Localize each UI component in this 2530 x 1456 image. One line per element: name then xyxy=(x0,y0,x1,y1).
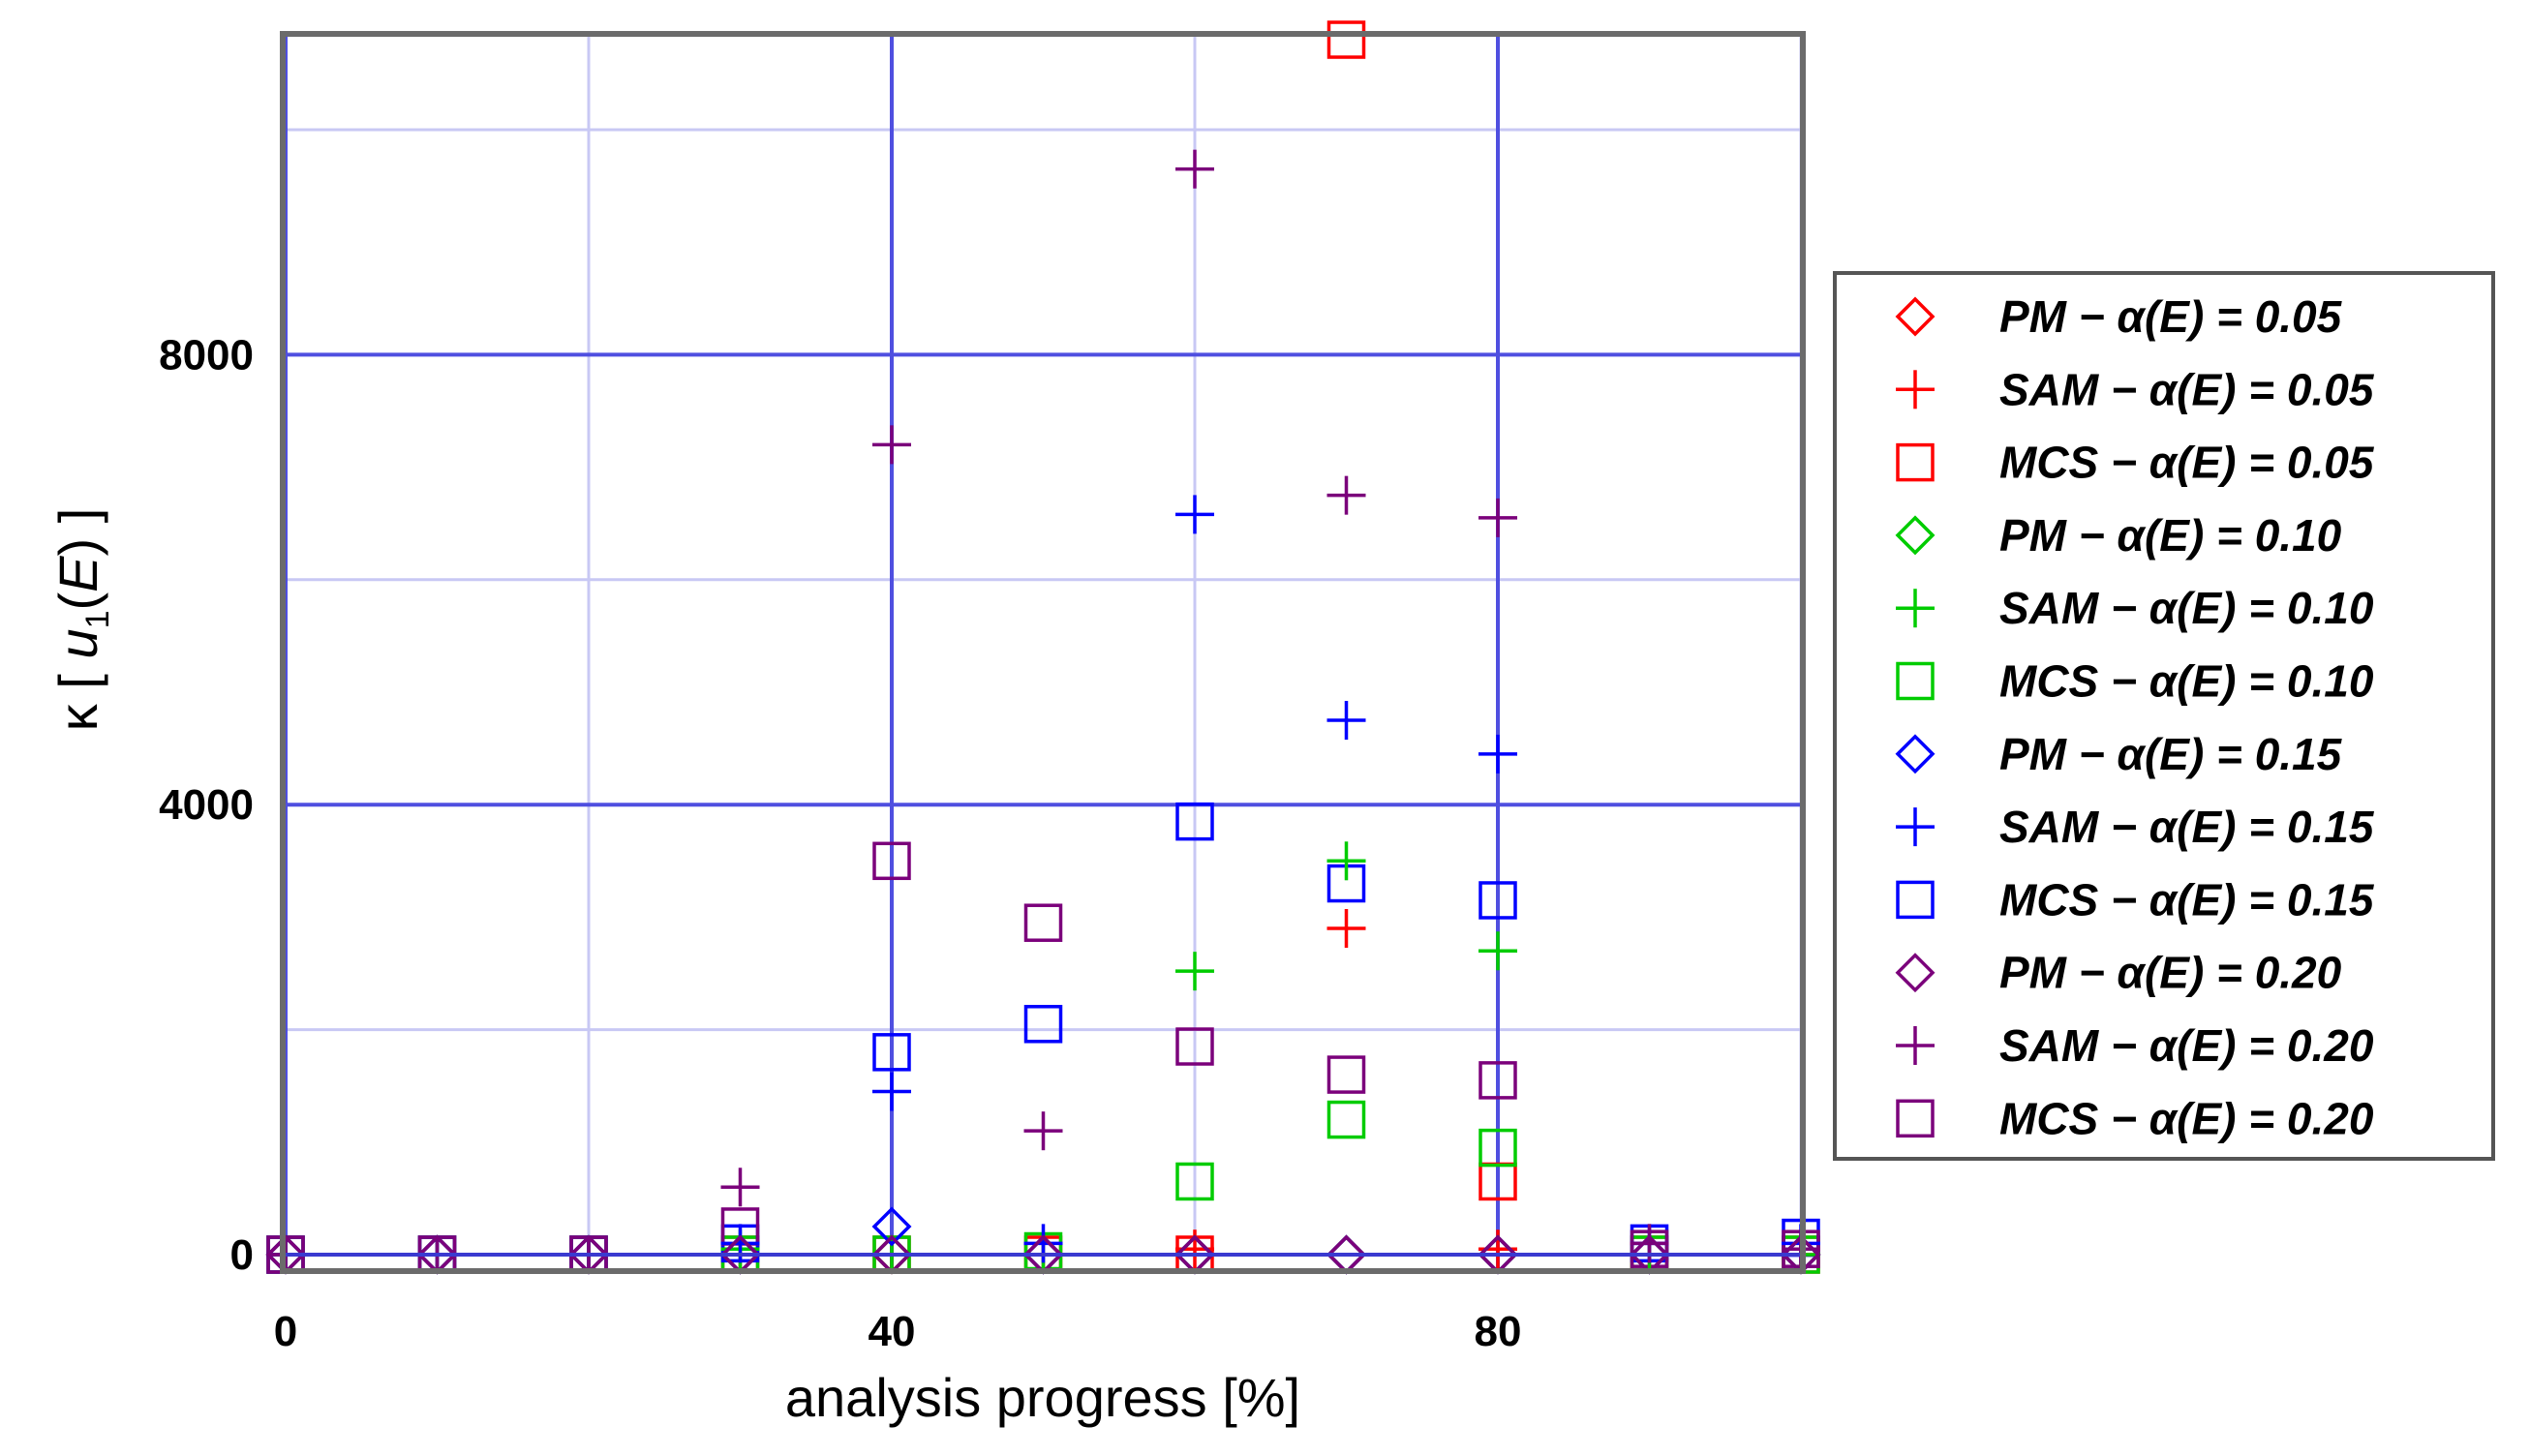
data-point-plus xyxy=(1478,734,1517,774)
legend-marker-diamond xyxy=(1895,734,1936,774)
legend-marker-square xyxy=(1896,442,1935,482)
legend-entry-label: MCS − α(E) = 0.20 xyxy=(1999,1093,2374,1143)
data-point-plus xyxy=(1326,475,1366,515)
legend-marker-square xyxy=(1896,880,1935,920)
legend-entry-label: SAM − α(E) = 0.15 xyxy=(1999,802,2375,852)
legend-marker-square xyxy=(1896,1099,1935,1138)
y-axis-label: κ [ u1(E) ] xyxy=(47,508,116,732)
data-point-plus xyxy=(872,1072,911,1111)
legend-box xyxy=(1833,271,2495,1161)
data-point-plus xyxy=(1478,931,1517,971)
data-point-plus xyxy=(1326,909,1366,949)
y-axis-label-argument: E xyxy=(47,556,108,592)
y-tick-label: 8000 xyxy=(159,331,254,379)
data-point-diamond xyxy=(871,1206,912,1247)
legend-marker-plus xyxy=(1896,370,1935,410)
data-point-plus xyxy=(1175,149,1214,189)
data-point-square xyxy=(1326,1100,1366,1139)
legend-entry-label: MCS − α(E) = 0.05 xyxy=(1999,438,2375,488)
legend-marker-plus xyxy=(1896,589,1935,628)
legend-marker-diamond xyxy=(1895,296,1936,337)
data-point-square xyxy=(1478,1128,1517,1168)
axes: 0 40 80 0 4000 8000 xyxy=(159,31,1806,1355)
data-point-square xyxy=(1326,1055,1366,1094)
data-point-square xyxy=(1175,1027,1214,1066)
legend-entry-label: PM − α(E) = 0.10 xyxy=(1999,510,2342,561)
plot-frame xyxy=(280,31,1806,1274)
y-axis-label-open-paren: ( xyxy=(47,592,108,611)
data-point-plus xyxy=(1175,952,1214,991)
grid-lines xyxy=(283,34,1803,1271)
legend-entry-label: PM − α(E) = 0.15 xyxy=(1999,729,2343,779)
legend: PM − α(E) = 0.05 SAM − α(E) = 0.05 MCS − α… xyxy=(1833,271,2495,1161)
data-point-square xyxy=(872,841,911,881)
y-axis-label-prefix: κ [ xyxy=(47,659,108,732)
data-point-plus xyxy=(1175,495,1214,534)
data-point-plus xyxy=(1326,841,1366,881)
data-marks xyxy=(265,20,1821,1275)
x-tick-label: 40 xyxy=(869,1308,916,1355)
legend-entry-label: PM − α(E) = 0.20 xyxy=(1999,948,2342,998)
data-point-square xyxy=(1023,1005,1063,1044)
y-tick-label: 0 xyxy=(230,1231,254,1279)
x-axis-label: analysis progress [%] xyxy=(785,1367,1300,1428)
data-point-plus xyxy=(1023,1111,1063,1151)
data-point-square xyxy=(872,1033,911,1072)
data-point-square xyxy=(1175,802,1214,841)
legend-entry-label: SAM − α(E) = 0.20 xyxy=(1999,1020,2374,1071)
legend-marker-plus xyxy=(1896,807,1935,847)
data-point-square xyxy=(1326,20,1366,59)
data-point-plus xyxy=(720,1168,760,1207)
data-point-square xyxy=(1478,1061,1517,1100)
data-point-square xyxy=(1175,1162,1214,1201)
x-tick-label: 80 xyxy=(1475,1308,1522,1355)
y-axis-label-variable: u xyxy=(47,628,108,658)
legend-marker-square xyxy=(1896,661,1935,701)
data-point-square xyxy=(1478,881,1517,920)
y-axis-label-subscript: 1 xyxy=(79,611,116,629)
x-tick-label: 0 xyxy=(274,1308,297,1355)
data-point-plus xyxy=(1326,701,1366,741)
legend-marker-plus xyxy=(1896,1026,1935,1065)
legend-entry-label: PM − α(E) = 0.05 xyxy=(1999,291,2343,342)
legend-marker-diamond xyxy=(1895,515,1936,556)
data-point-plus xyxy=(1478,498,1517,537)
y-axis-label-close: ) ] xyxy=(47,508,108,557)
data-point-plus xyxy=(872,425,911,465)
data-point-square xyxy=(1023,903,1063,942)
legend-entry-label: SAM − α(E) = 0.05 xyxy=(1999,364,2375,414)
legend-entry-label: MCS − α(E) = 0.10 xyxy=(1999,656,2374,707)
legend-entry-label: SAM − α(E) = 0.10 xyxy=(1999,583,2374,633)
legend-marker-diamond xyxy=(1895,953,1936,993)
legend-entry-label: MCS − α(E) = 0.15 xyxy=(1999,874,2375,925)
y-tick-label: 4000 xyxy=(159,781,254,829)
